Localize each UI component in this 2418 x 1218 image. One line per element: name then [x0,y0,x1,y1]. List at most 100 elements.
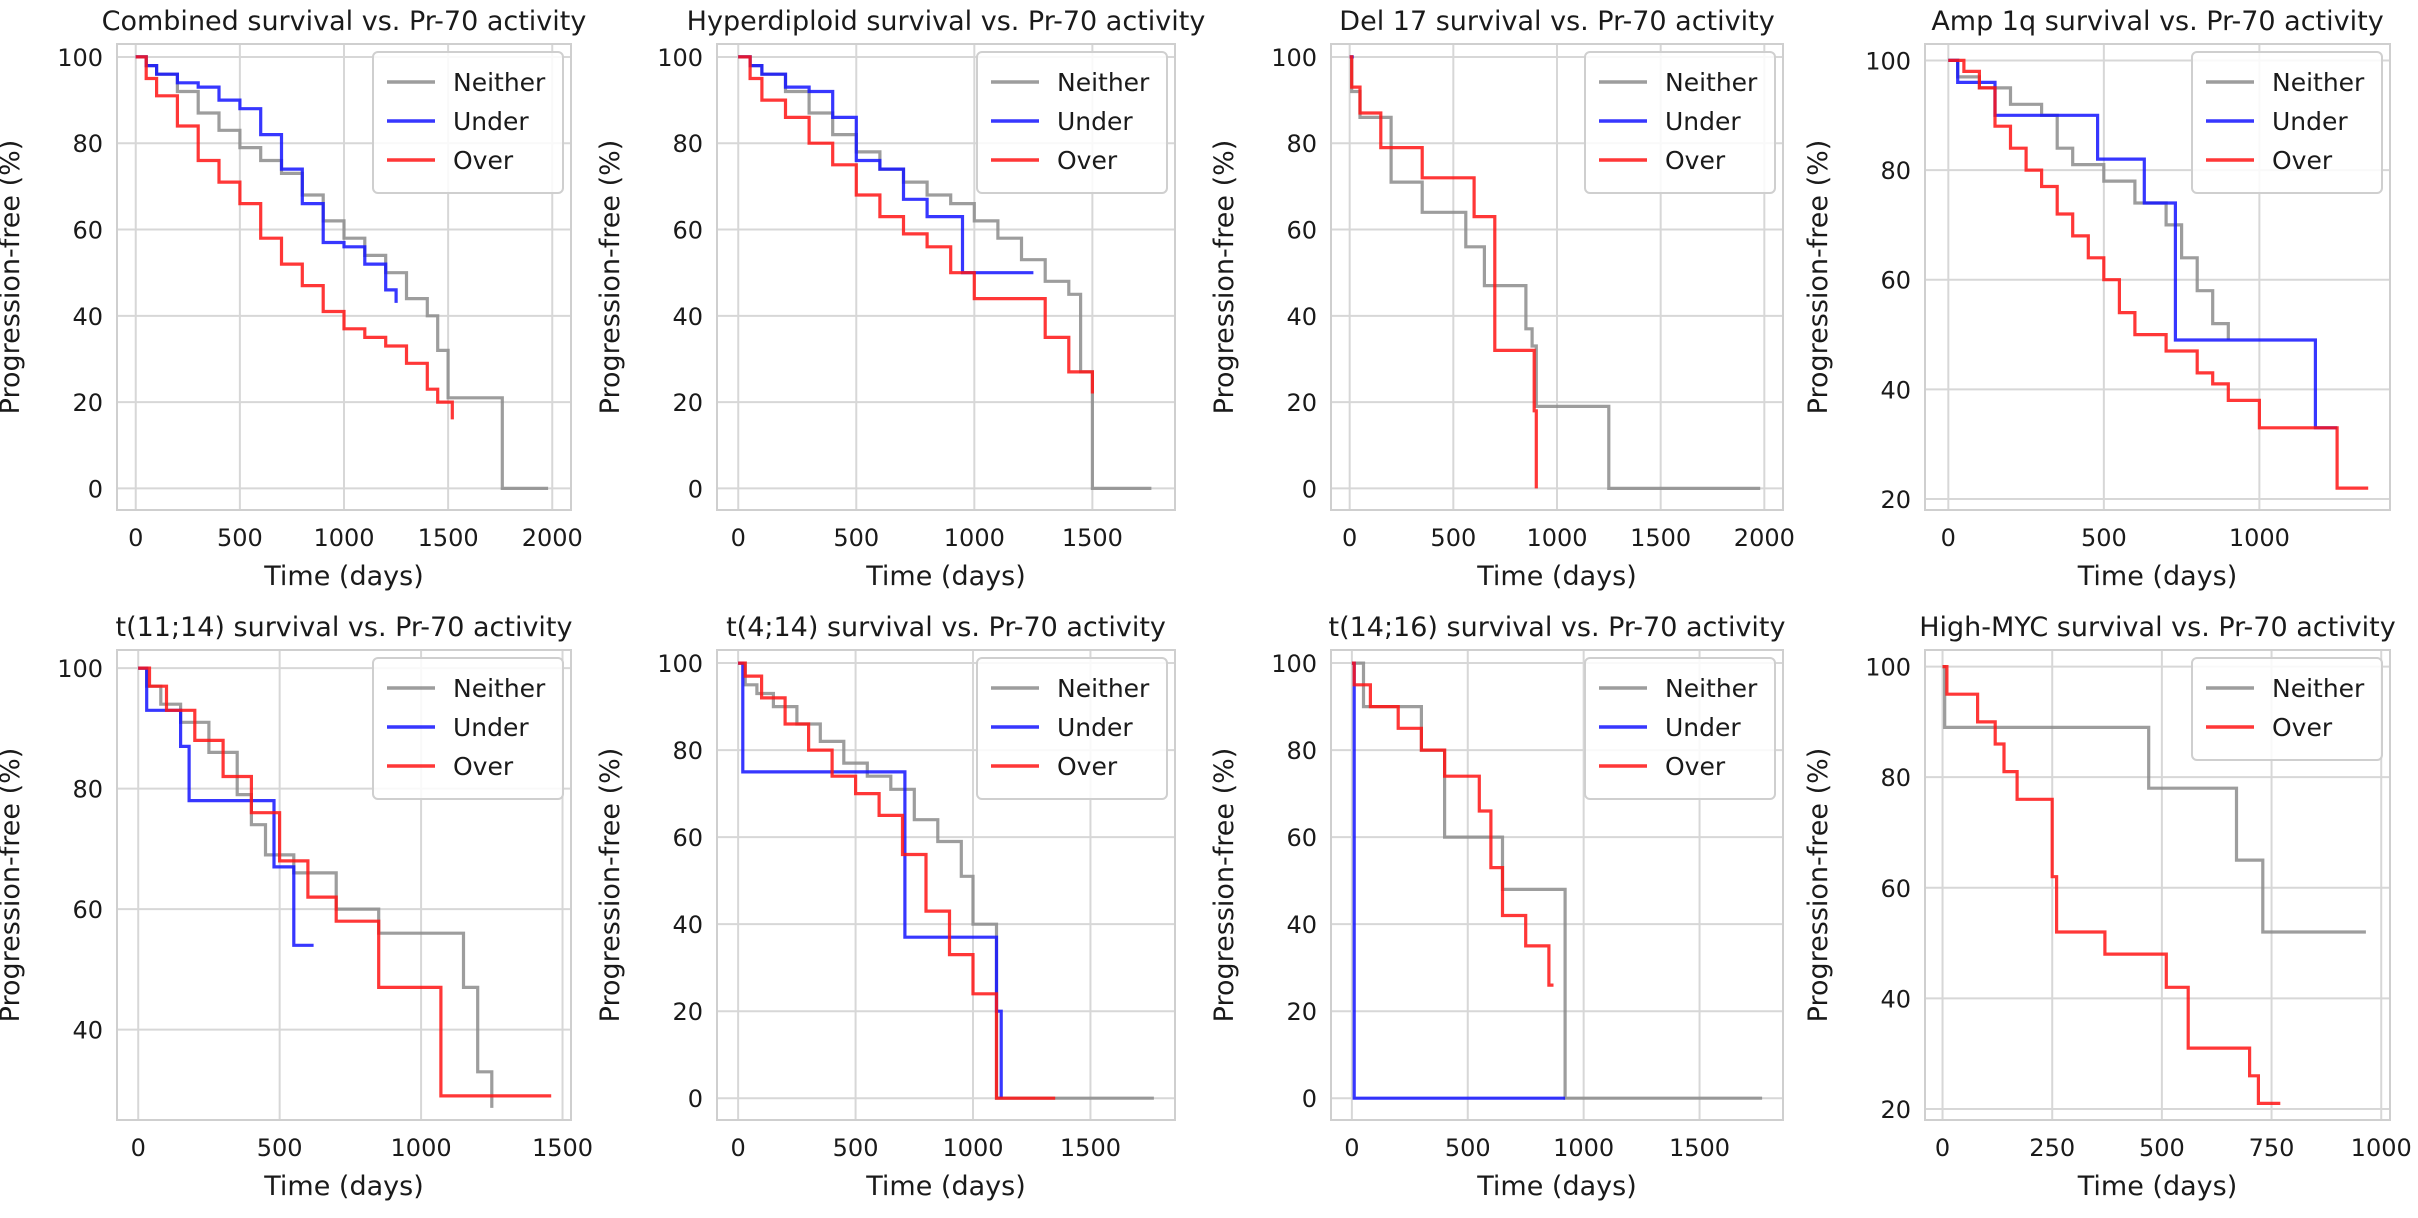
legend-label-over: Over [453,146,514,175]
series-line-over [1351,661,1554,987]
x-tick-label: 1500 [1630,524,1691,552]
x-axis-label: Time (days) [1476,561,1636,592]
chart-panel-6: 0 500 1000 1500 0 20 40 60 80 100 t(4;14) survival… [595,612,1176,1202]
legend-label-neither: Neither [453,68,546,97]
plot-frame [716,649,1176,1121]
y-tick-label: 60 [1286,217,1317,245]
legend-label-neither: Neither [1665,68,1758,97]
y-tick-label: 100 [57,44,103,72]
y-tick-label: 60 [672,824,703,852]
legend-label-over: Over [2272,146,2333,175]
chart-title: Del 17 survival vs. Pr-70 activity [1339,6,1774,37]
x-axis-label: Time (days) [2077,1171,2237,1202]
y-tick-label: 40 [72,303,103,331]
y-tick-label: 40 [1286,303,1317,331]
x-tick-label: 0 [128,524,143,552]
legend-box [372,657,564,800]
y-tick-label: 40 [672,303,703,331]
legend-label-neither: Neither [2272,674,2365,703]
legend-label-under: Under [2272,107,2348,136]
legend-label-under: Under [1665,713,1741,742]
legend-label-under: Under [1057,713,1133,742]
x-tick-label: 1000 [2229,524,2290,552]
series-line-under [135,55,398,303]
legend-box [976,51,1168,194]
x-tick-label: 0 [131,1134,146,1162]
x-tick-label: 1500 [418,524,479,552]
legend-label-over: Over [1057,752,1118,781]
x-tick-label: 1000 [1526,524,1587,552]
y-tick-label: 20 [672,998,703,1026]
x-tick-label: 1000 [942,1134,1003,1162]
chart-title: Hyperdiploid survival vs. Pr-70 activity [687,6,1206,37]
x-tick-label: 1000 [391,1134,452,1162]
y-tick-label: 40 [1286,911,1317,939]
series-line-neither [1942,665,2366,934]
y-tick-label: 0 [1302,1085,1317,1113]
series-line-under [1351,661,1566,1100]
y-axis-label: Progression-free (%) [0,748,26,1023]
y-tick-label: 80 [1286,737,1317,765]
y-tick-label: 80 [72,130,103,158]
x-tick-label: 750 [2249,1134,2295,1162]
legend: Neither Under Over [976,657,1168,800]
x-tick-label: 1500 [532,1134,593,1162]
y-tick-label: 20 [1286,389,1317,417]
y-tick-label: 80 [1286,130,1317,158]
x-tick-label: 2000 [1734,524,1795,552]
x-tick-label: 1500 [1669,1134,1730,1162]
y-tick-label: 80 [672,737,703,765]
chart-panel-4: 0 500 1000 20 40 60 80 100 Amp 1q survival vs. P… [1803,6,2391,592]
x-tick-label: 1000 [944,524,1005,552]
x-axis-label: Time (days) [263,561,423,592]
legend-label-neither: Neither [1057,68,1150,97]
x-tick-label: 500 [2139,1134,2185,1162]
y-tick-label: 40 [672,911,703,939]
y-tick-label: 100 [657,44,703,72]
y-tick-label: 100 [1865,654,1911,682]
chart-title: t(11;14) survival vs. Pr-70 activity [115,612,572,643]
x-axis-label: Time (days) [1476,1171,1636,1202]
x-tick-label: 500 [1445,1134,1491,1162]
x-tick-label: 1000 [2351,1134,2412,1162]
y-tick-label: 20 [672,389,703,417]
y-tick-label: 0 [688,1085,703,1113]
y-axis-label: Progression-free (%) [0,140,26,415]
series-line-over [135,55,454,420]
x-tick-label: 500 [1430,524,1476,552]
x-tick-label: 250 [2029,1134,2075,1162]
y-tick-label: 0 [88,475,103,503]
series-line-over [138,666,552,1098]
y-tick-label: 80 [1880,157,1911,185]
series-line-neither [1351,661,1763,1100]
legend-label-under: Under [1057,107,1133,136]
x-tick-label: 1000 [1553,1134,1614,1162]
legend-label-over: Over [2272,713,2333,742]
y-tick-label: 100 [1271,650,1317,678]
x-tick-label: 500 [257,1134,303,1162]
legend-label-over: Over [1665,146,1726,175]
y-tick-label: 40 [1880,985,1911,1013]
legend-label-over: Over [1057,146,1118,175]
series-line-under [738,55,1034,275]
y-tick-label: 60 [1880,875,1911,903]
x-tick-label: 2000 [522,524,583,552]
legend-label-neither: Neither [1665,674,1758,703]
chart-title: Amp 1q survival vs. Pr-70 activity [1931,6,2383,37]
y-tick-label: 100 [1271,44,1317,72]
legend: Neither Under Over [2191,51,2383,194]
legend-box [1584,657,1776,800]
series-line-over [1349,55,1538,489]
chart-panel-5: 0 500 1000 1500 40 60 80 100 t(11;14) survival v… [0,612,593,1202]
y-tick-label: 0 [688,475,703,503]
y-tick-label: 0 [1302,475,1317,503]
y-tick-label: 100 [1865,47,1911,75]
legend-label-under: Under [453,107,529,136]
y-tick-label: 80 [1880,764,1911,792]
x-tick-label: 0 [1941,524,1956,552]
y-tick-label: 60 [72,896,103,924]
legend-label-under: Under [1665,107,1741,136]
chart-title: t(4;14) survival vs. Pr-70 activity [726,612,1166,643]
x-axis-label: Time (days) [263,1171,423,1202]
